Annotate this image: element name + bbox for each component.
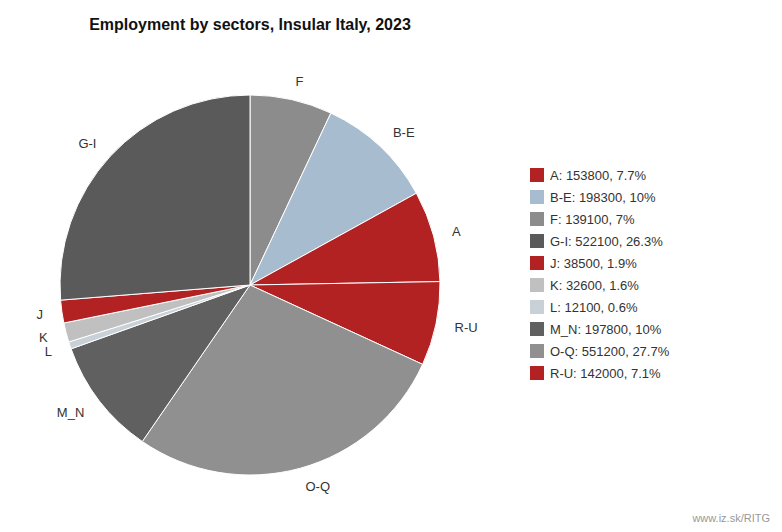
legend-label: F: 139100, 7% <box>550 212 635 227</box>
legend-label: M_N: 197800, 10% <box>550 322 662 337</box>
legend-item: K: 32600, 1.6% <box>530 278 639 293</box>
legend-swatch <box>530 366 544 380</box>
legend-label: J: 38500, 1.9% <box>550 256 637 271</box>
slice-label: J <box>37 307 44 322</box>
slice-label: K <box>39 330 48 345</box>
legend-label: G-I: 522100, 26.3% <box>550 234 663 249</box>
legend: A: 153800, 7.7% B-E: 198300, 10% F: 139100… <box>530 168 670 381</box>
legend-swatch <box>530 300 544 314</box>
legend-label: L: 12100, 0.6% <box>550 300 638 315</box>
legend-swatch <box>530 212 544 226</box>
slice-label: O-Q <box>305 479 330 494</box>
legend-item: L: 12100, 0.6% <box>530 300 638 315</box>
legend-label: K: 32600, 1.6% <box>550 278 639 293</box>
legend-item: B-E: 198300, 10% <box>530 190 656 205</box>
slice <box>60 95 250 300</box>
legend-label: O-Q: 551200, 27.7% <box>550 344 670 359</box>
legend-item: G-I: 522100, 26.3% <box>530 234 663 249</box>
watermark: www.iz.sk/RITG <box>691 512 770 524</box>
legend-swatch <box>530 278 544 292</box>
slice <box>250 193 440 285</box>
slice-label: R-U <box>455 320 478 335</box>
legend-swatch <box>530 190 544 204</box>
title: Employment by sectors, Insular Italy, 20… <box>89 16 411 33</box>
slice-label: M_N <box>57 405 84 420</box>
legend-item: J: 38500, 1.9% <box>530 256 637 271</box>
legend-swatch <box>530 168 544 182</box>
legend-item: F: 139100, 7% <box>530 212 635 227</box>
legend-item: A: 153800, 7.7% <box>530 168 647 183</box>
legend-swatch <box>530 234 544 248</box>
legend-label: B-E: 198300, 10% <box>550 190 656 205</box>
legend-swatch <box>530 322 544 336</box>
slice-label: L <box>45 344 52 359</box>
chart: Employment by sectors, Insular Italy, 20… <box>0 0 782 532</box>
legend-swatch <box>530 256 544 270</box>
slice-label: B-E <box>393 125 415 140</box>
legend-item: O-Q: 551200, 27.7% <box>530 344 670 359</box>
legend-label: A: 153800, 7.7% <box>550 168 647 183</box>
legend-item: R-U: 142000, 7.1% <box>530 366 661 381</box>
slice-label: F <box>296 74 304 89</box>
legend-swatch <box>530 344 544 358</box>
legend-item: M_N: 197800, 10% <box>530 322 662 337</box>
pie <box>60 95 440 475</box>
slice-label: A <box>452 224 461 239</box>
slice-label: G-I <box>78 136 96 151</box>
legend-label: R-U: 142000, 7.1% <box>550 366 661 381</box>
slice-labels: F B-E A R-U O-Q M_N LKJ G-I <box>37 74 478 494</box>
